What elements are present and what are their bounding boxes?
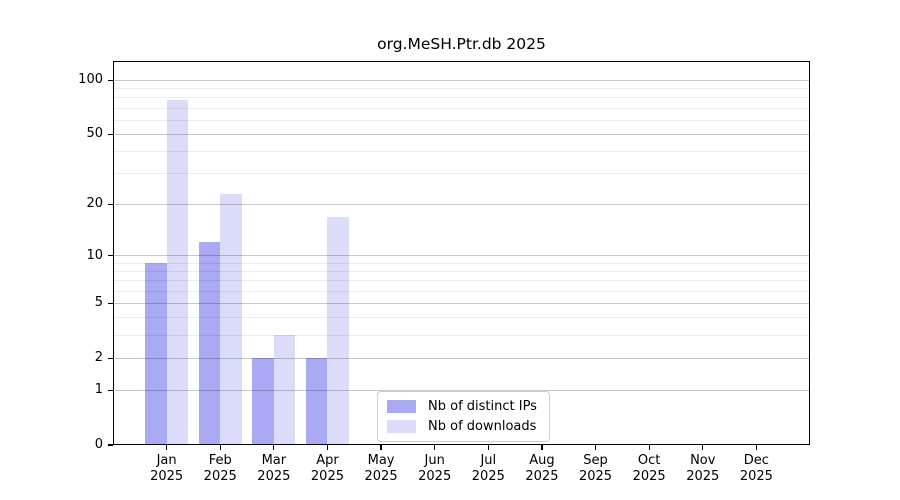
bar-nb-of-distinct-ips-feb [198, 242, 221, 445]
x-axis-tick-label-aug: Aug 2025 [512, 453, 572, 485]
bar-nb-of-distinct-ips-apr [306, 358, 328, 445]
y-axis-tick-100 [108, 79, 113, 81]
y-axis-tick-5 [108, 302, 113, 305]
plot-area: 0 1 2 5 10 20 50 100 Jan 2025 Feb 2025 Mar 2025 Apr 202… [78, 61, 810, 484]
x-tick-year-oct: 2025 [632, 469, 666, 484]
x-tick-month-jan: Jan [156, 453, 177, 468]
chart-title: org.MeSH.Ptr.db 2025 [377, 35, 546, 53]
x-tick-month-aug: Aug [529, 453, 555, 468]
x-axis-tick-aug [541, 445, 543, 450]
x-tick-year-jan: 2025 [150, 469, 184, 484]
x-axis-tick-label-may: May 2025 [351, 453, 411, 485]
x-tick-month-dec: Dec [743, 453, 769, 468]
x-axis-tick-sep [594, 445, 597, 450]
y-axis-tick-10 [108, 254, 113, 257]
x-axis-tick-may [380, 445, 382, 450]
minor-gridline-60 [113, 119, 810, 121]
x-axis-tick-feb [219, 445, 221, 450]
x-axis-tick-label-mar: Mar 2025 [244, 453, 304, 485]
y-axis-tick-50 [108, 133, 113, 135]
y-axis-tick-label-10: 10 [86, 247, 103, 263]
minor-gridline-70 [113, 107, 810, 109]
y-axis-tick-0 [108, 444, 113, 446]
x-tick-year-jun: 2025 [418, 469, 452, 484]
x-tick-year-sep: 2025 [578, 469, 613, 484]
y-axis-tick-20 [108, 203, 113, 206]
x-axis-tick-jan [165, 445, 168, 450]
legend-item-downloads: Nb of downloads [387, 417, 537, 436]
y-axis-tick-label-50: 50 [86, 126, 103, 142]
x-axis-tick-label-feb: Feb 2025 [190, 453, 250, 485]
legend-swatch-downloads-icon [387, 420, 416, 433]
x-axis-tick-label-jul: Jul 2025 [458, 453, 518, 485]
x-tick-year-apr: 2025 [310, 469, 344, 484]
y-axis-tick-1 [108, 389, 113, 391]
y-axis-tick-label-5: 5 [94, 295, 103, 311]
x-tick-month-oct: Oct [637, 453, 661, 468]
x-tick-month-feb: Feb [208, 453, 232, 468]
x-tick-month-apr: Apr [316, 453, 339, 468]
legend-label-distinct-ips: Nb of distinct IPs [428, 399, 537, 414]
x-axis-tick-label-jun: Jun 2025 [405, 453, 465, 485]
x-axis-tick-mar [273, 445, 275, 450]
bar-nb-of-distinct-ips-jan [145, 263, 167, 445]
y-axis-tick-2 [108, 357, 113, 359]
y-axis-tick-label-0: 0 [94, 437, 103, 452]
x-axis-tick-label-dec: Dec 2025 [726, 453, 786, 485]
bar-nb-of-downloads-apr [327, 216, 349, 445]
x-axis-tick-nov [702, 445, 704, 450]
legend-item-distinct-ips: Nb of distinct IPs [387, 397, 537, 416]
x-tick-year-mar: 2025 [257, 469, 291, 484]
x-tick-year-aug: 2025 [525, 469, 559, 484]
major-gridline-50 [113, 133, 810, 135]
x-axis-tick-jun [434, 445, 436, 450]
minor-gridline-30 [113, 173, 810, 175]
x-axis-tick-label-nov: Nov 2025 [673, 453, 733, 485]
x-axis-tick-jul [487, 445, 489, 450]
x-tick-year-dec: 2025 [739, 469, 773, 484]
y-axis-tick-label-100: 100 [78, 72, 103, 88]
legend: Nb of distinct IPs Nb of downloads [377, 391, 550, 442]
minor-gridline-40 [113, 151, 810, 153]
x-axis-tick-label-oct: Oct 2025 [619, 453, 679, 485]
x-tick-year-nov: 2025 [686, 469, 720, 484]
x-tick-year-may: 2025 [364, 469, 398, 484]
x-axis-tick-apr [326, 445, 329, 450]
bar-nb-of-downloads-jan [166, 99, 189, 445]
bar-nb-of-downloads-feb [220, 193, 242, 445]
legend-label-downloads: Nb of downloads [428, 419, 537, 434]
y-axis-tick-label-1: 1 [94, 382, 103, 398]
x-tick-month-jul: Jul [480, 453, 497, 468]
x-axis-tick-label-sep: Sep 2025 [566, 453, 626, 485]
legend-swatch-distinct-ips-icon [387, 400, 416, 413]
x-tick-year-feb: 2025 [203, 469, 237, 484]
bar-nb-of-distinct-ips-mar [252, 358, 274, 445]
x-tick-month-mar: Mar [261, 453, 287, 468]
x-tick-month-may: May [367, 453, 395, 468]
y-axis-tick-label-20: 20 [86, 196, 103, 212]
minor-gridline-90 [113, 88, 810, 90]
x-axis-tick-label-jan: Jan 2025 [137, 453, 197, 485]
x-tick-year-jul: 2025 [471, 469, 505, 484]
x-axis-tick-label-apr: Apr 2025 [297, 453, 357, 485]
minor-gridline-80 [113, 97, 810, 99]
x-tick-month-jun: Jun [424, 453, 445, 468]
y-axis-tick-label-2: 2 [94, 350, 103, 366]
x-tick-month-nov: Nov [690, 453, 716, 468]
major-gridline-20 [113, 203, 810, 205]
x-axis-tick-dec [755, 445, 758, 450]
x-axis-tick-oct [648, 445, 650, 450]
bar-nb-of-downloads-mar [273, 335, 296, 445]
major-gridline-100 [113, 79, 810, 81]
x-tick-month-sep: Sep [583, 453, 608, 468]
